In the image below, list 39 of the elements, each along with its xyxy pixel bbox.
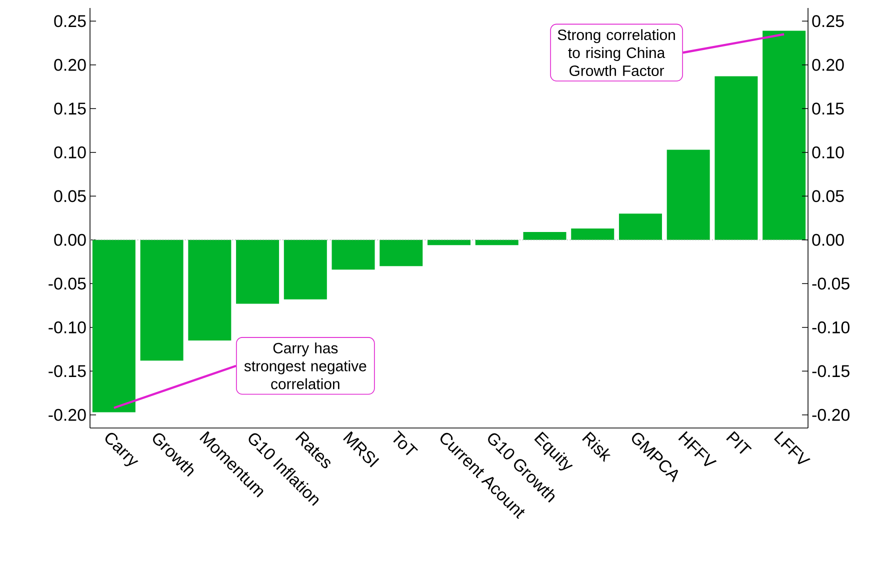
annotation: Strong correlation to rising China Growth Factor bbox=[558, 29, 675, 76]
bar bbox=[140, 240, 184, 361]
y-tick-label: -0.20 bbox=[812, 408, 850, 421]
y2-tick-label: 0.00 bbox=[54, 234, 86, 246]
y2-tick-label: -0.10 bbox=[48, 321, 86, 334]
bar bbox=[571, 228, 614, 240]
bar bbox=[380, 240, 423, 266]
y-tick-label: 0.25 bbox=[812, 15, 844, 28]
y2-tick-label: -0.05 bbox=[48, 278, 86, 290]
y-tick-label: -0.10 bbox=[812, 321, 850, 334]
bar bbox=[714, 76, 758, 240]
y2-tick-label: -0.15 bbox=[48, 365, 86, 378]
bar bbox=[666, 150, 710, 240]
y-tick-label: 0.20 bbox=[812, 58, 844, 71]
y2-tick-label: 0.20 bbox=[54, 58, 86, 71]
y-tick-label: 0.00 bbox=[812, 234, 844, 246]
bar bbox=[188, 240, 232, 340]
bar bbox=[284, 240, 327, 300]
annotation: Carry has strongest negative correlation bbox=[244, 342, 366, 390]
bar bbox=[332, 240, 375, 270]
bar bbox=[475, 240, 518, 246]
bar bbox=[618, 214, 662, 240]
y2-tick-label: 0.15 bbox=[54, 102, 86, 115]
bar bbox=[762, 30, 806, 240]
y2-tick-label: 0.10 bbox=[54, 146, 86, 158]
y2-tick-label: 0.05 bbox=[54, 190, 86, 202]
y-tick-label: 0.05 bbox=[812, 190, 844, 202]
y-tick-label: 0.10 bbox=[812, 146, 844, 158]
bar bbox=[236, 240, 280, 304]
x-tick-label: ToT bbox=[393, 430, 418, 456]
y-tick-label: -0.05 bbox=[812, 278, 850, 290]
bar bbox=[92, 240, 136, 412]
y-tick-label: -0.15 bbox=[812, 365, 850, 378]
bar bbox=[523, 232, 566, 240]
x-tick-label: PIT bbox=[726, 431, 752, 454]
y2-tick-label: -0.20 bbox=[48, 408, 86, 421]
y-tick-label: 0.15 bbox=[812, 102, 844, 115]
bar bbox=[428, 240, 471, 246]
y2-tick-label: 0.25 bbox=[54, 15, 86, 28]
